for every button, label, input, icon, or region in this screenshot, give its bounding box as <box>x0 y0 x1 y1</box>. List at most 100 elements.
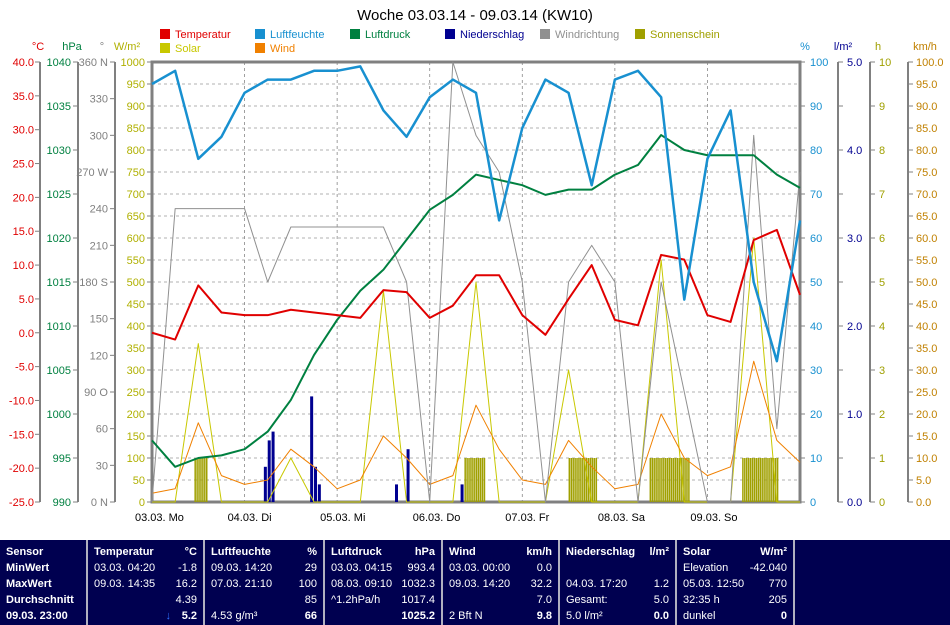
rain-bar <box>460 484 464 502</box>
sunshine-bar <box>202 458 204 502</box>
sunshine-bar <box>663 458 665 502</box>
sunshine-bar <box>769 458 771 502</box>
cell-value: 66 <box>304 610 317 622</box>
temp-tick-label: 25.0 <box>13 159 34 171</box>
cell-value: -1.8 <box>178 562 197 574</box>
wind-tick-label: 90.0 <box>916 101 937 113</box>
solar-tick-label: 0 <box>139 497 145 509</box>
sunshine-bar <box>676 458 679 502</box>
cell-value: 205 <box>768 594 787 606</box>
direction-tick-label: 270 W <box>76 167 108 179</box>
pressure-tick-label: 990 <box>53 497 71 509</box>
direction-tick-label: 90 O <box>84 387 108 399</box>
sunshine-bar <box>585 458 588 502</box>
direction-tick-label: 330 <box>90 94 108 106</box>
direction-tick-label: 150 <box>90 314 108 326</box>
cell-label: Niederschlag <box>566 546 636 558</box>
legend-label: Temperatur <box>175 29 231 41</box>
legend-swatch <box>540 29 550 39</box>
direction-tick-label: 30 <box>96 460 108 472</box>
legend-label: Luftdruck <box>365 29 411 41</box>
table-column: Wind km/h 03.03. 00:00 0.0 09.03. 14:20 32.2 7… <box>443 540 560 625</box>
solar-tick-label: 750 <box>127 167 145 179</box>
humidity-tick-label: 0 <box>810 497 816 509</box>
table-header: Wind km/h <box>449 546 552 562</box>
rain-tick-label: 3.0 <box>847 233 862 245</box>
humidity-tick-label: 50 <box>810 277 822 289</box>
sunshine-bar <box>744 458 746 502</box>
table-header: Niederschlag l/m² <box>566 546 669 562</box>
rain-tick-label: 2.0 <box>847 321 862 333</box>
cell-label: ^1.2hPa/h <box>331 594 381 606</box>
sunshine-bar <box>749 458 752 502</box>
sunshine-bar <box>589 458 592 502</box>
sunshine-tick-label: 2 <box>879 409 885 421</box>
cell-label: 09.03. 14:20 <box>449 578 511 590</box>
sunshine-tick-label: 8 <box>879 145 885 157</box>
temp-tick-label: 0.0 <box>19 328 34 340</box>
day-label: 07.03. Fr <box>505 512 549 524</box>
cell-label: Gesamt: <box>566 594 608 606</box>
table-row: 2 Bft N 9.8 <box>449 610 552 625</box>
cell-label: 05.03. 12:50 <box>683 578 745 590</box>
sunshine-bar <box>483 458 486 502</box>
day-label: 05.03. Mi <box>320 512 365 524</box>
sunshine-bar <box>661 458 663 502</box>
sunshine-axis-unit: h <box>875 41 881 53</box>
humidity-axis-unit: % <box>800 41 810 53</box>
cell-value: 1025.2 <box>401 610 435 622</box>
cell-value: 1017.4 <box>401 594 435 606</box>
pressure-tick-label: 1025 <box>47 189 71 201</box>
rain-axis-unit: l/m² <box>834 41 853 53</box>
table-header: Luftdruck hPa <box>331 546 435 562</box>
sunshine-bar <box>574 458 576 502</box>
solar-tick-label: 550 <box>127 255 145 267</box>
data-marks <box>151 61 802 503</box>
sunshine-bar <box>474 458 476 502</box>
wind-tick-label: 70.0 <box>916 189 937 201</box>
wind-tick-label: 0.0 <box>916 497 931 509</box>
sunshine-bar <box>659 458 661 502</box>
humidity-tick-label: 80 <box>810 145 822 157</box>
cell-value: 7.0 <box>536 594 552 606</box>
wind-tick-label: 15.0 <box>916 431 937 443</box>
wind-tick-label: 30.0 <box>916 365 937 377</box>
trend-down-icon: ↓ <box>165 610 172 622</box>
legend-label: Windrichtung <box>555 29 619 41</box>
temp-tick-label: -10.0 <box>9 395 34 407</box>
cell-value: 29 <box>304 562 317 574</box>
temp-axis-unit: °C <box>32 41 44 53</box>
cell-label: Luftfeuchte <box>211 546 271 558</box>
sunshine-tick-label: 7 <box>879 189 885 201</box>
sunshine-bar <box>651 458 653 502</box>
cell-label: 2 Bft N <box>449 610 483 622</box>
solar-tick-label: 450 <box>127 299 145 311</box>
day-label: 09.03. So <box>690 512 737 524</box>
cell-value: hPa <box>414 546 435 558</box>
sunshine-tick-label: 4 <box>879 321 885 333</box>
sunshine-bar <box>755 458 758 502</box>
sunshine-bar <box>767 458 769 502</box>
table-column: Niederschlag l/m² 04.03. 17:20 1.2 Gesamt: 5.… <box>560 540 677 625</box>
pressure-tick-label: 1005 <box>47 365 71 377</box>
table-row: Gesamt: 5.0 <box>566 594 669 610</box>
cell-value: 16.2 <box>175 578 197 590</box>
sunshine-bar <box>194 458 196 502</box>
solar-tick-label: 350 <box>127 343 145 355</box>
axes: °C40.035.030.025.020.015.010.05.00.0-5.0… <box>9 41 944 509</box>
legend-label: Niederschlag <box>460 29 524 41</box>
sunshine-bar <box>568 458 571 502</box>
legend-label: Wind <box>270 43 295 55</box>
sunshine-bar <box>582 458 584 502</box>
table-header: Luftfeuchte% <box>211 546 317 562</box>
legend-swatch <box>635 29 645 39</box>
pressure-tick-label: 1010 <box>47 321 71 333</box>
sunshine-bar <box>481 458 484 502</box>
cell-value: -42.040 <box>749 562 787 574</box>
wind-tick-label: 35.0 <box>916 343 937 355</box>
temp-tick-label: 35.0 <box>13 91 34 103</box>
direction-tick-label: 120 <box>90 350 108 362</box>
temp-tick-label: 10.0 <box>13 260 34 272</box>
wind-tick-label: 45.0 <box>916 299 937 311</box>
cell-label: dunkel <box>683 610 716 622</box>
